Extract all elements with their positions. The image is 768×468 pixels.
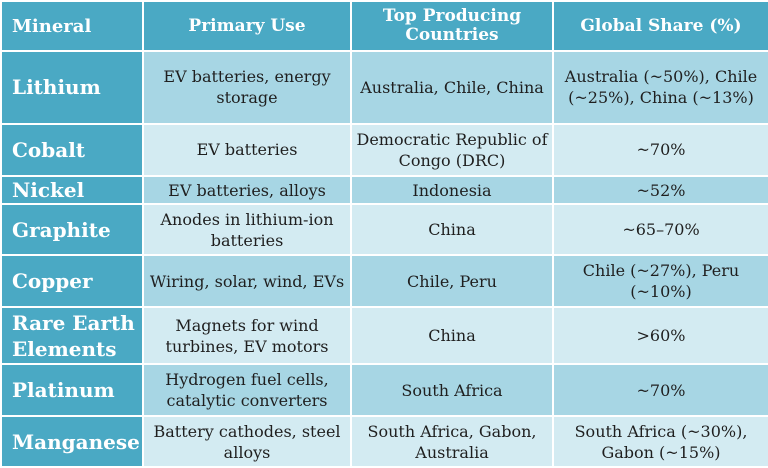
mineral-name: Lithium — [2, 52, 142, 123]
global-share: Australia (~50%), Chile (~25%), China (~… — [554, 52, 768, 123]
primary-use: Wiring, solar, wind, EVs — [144, 255, 350, 307]
global-share: >60% — [554, 308, 768, 363]
header-top-producing-countries: Top Producing Countries — [352, 2, 552, 50]
global-share: ~65–70% — [554, 205, 768, 254]
top-producing-countries: China — [352, 205, 552, 254]
global-share: Chile (~27%), Peru (~10%) — [554, 255, 768, 307]
mineral-name: Cobalt — [2, 124, 142, 176]
primary-use: Magnets for wind turbines, EV motors — [144, 308, 350, 363]
top-producing-countries: Chile, Peru — [352, 255, 552, 307]
header-global-share: Global Share (%) — [554, 2, 768, 50]
top-producing-countries: China — [352, 308, 552, 363]
primary-use: EV batteries — [144, 124, 350, 176]
header-mineral: Mineral — [2, 2, 142, 50]
table-row: Manganese Battery cathodes, steel alloys… — [2, 417, 768, 466]
top-producing-countries: Democratic Republic of Congo (DRC) — [352, 124, 552, 176]
top-producing-countries: Indonesia — [352, 177, 552, 204]
global-share: ~70% — [554, 124, 768, 176]
mineral-name: Nickel — [2, 177, 142, 204]
top-producing-countries: South Africa, Gabon, Australia — [352, 417, 552, 466]
table-row: Lithium EV batteries, energy storage Aus… — [2, 52, 768, 123]
global-share: ~70% — [554, 364, 768, 416]
primary-use: EV batteries, energy storage — [144, 52, 350, 123]
primary-use: Anodes in lithium-ion batteries — [144, 205, 350, 254]
mineral-name: Copper — [2, 255, 142, 307]
table-row: Graphite Anodes in lithium-ion batteries… — [2, 205, 768, 254]
global-share: ~52% — [554, 177, 768, 204]
table-row: Rare Earth Elements Magnets for wind tur… — [2, 308, 768, 363]
global-share: South Africa (~30%), Gabon (~15%) — [554, 417, 768, 466]
mineral-name: Rare Earth Elements — [2, 308, 142, 363]
top-producing-countries: South Africa — [352, 364, 552, 416]
table-row: Nickel EV batteries, alloys Indonesia ~5… — [2, 177, 768, 204]
mineral-name: Manganese — [2, 417, 142, 466]
primary-use: Hydrogen fuel cells, catalytic converter… — [144, 364, 350, 416]
primary-use: EV batteries, alloys — [144, 177, 350, 204]
table-row: Platinum Hydrogen fuel cells, catalytic … — [2, 364, 768, 416]
table-row: Cobalt EV batteries Democratic Republic … — [2, 124, 768, 176]
header-primary-use: Primary Use — [144, 2, 350, 50]
top-producing-countries: Australia, Chile, China — [352, 52, 552, 123]
primary-use: Battery cathodes, steel alloys — [144, 417, 350, 466]
mineral-name: Platinum — [2, 364, 142, 416]
table-row: Copper Wiring, solar, wind, EVs Chile, P… — [2, 255, 768, 307]
header-row: Mineral Primary Use Top Producing Countr… — [2, 2, 768, 50]
mineral-name: Graphite — [2, 205, 142, 254]
